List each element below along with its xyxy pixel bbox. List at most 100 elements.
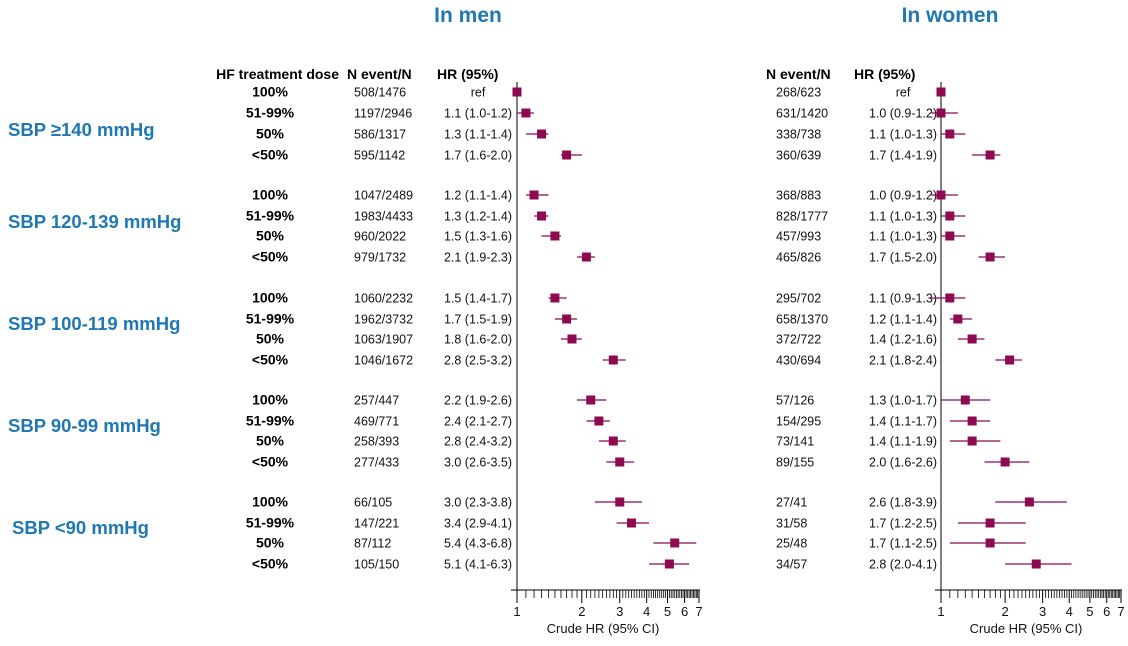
men-n-cell: 979/1732 (354, 251, 406, 265)
group-label: SBP ≥140 mmHg (8, 119, 155, 140)
dose-label: 51-99% (246, 413, 295, 429)
women-hr-cell: 1.3 (1.0-1.7) (869, 394, 937, 408)
women-point-estimate (936, 87, 946, 97)
men-n-cell: 258/393 (354, 435, 399, 449)
women-n-cell: 828/1777 (776, 210, 828, 224)
women-point-estimate (985, 252, 995, 262)
men-hr-cell: 3.0 (2.6-3.5) (444, 456, 512, 470)
women-tick-label: 5 (1086, 604, 1093, 619)
women-x-axis-label: Crude HR (95% CI) (970, 621, 1083, 636)
dose-label: <50% (252, 352, 289, 368)
women-tick-label: 7 (1117, 604, 1124, 619)
women-hr-cell: 1.7 (1.1-2.5) (869, 537, 937, 551)
women-hr-cell: 1.1 (0.9-1.3) (869, 292, 937, 306)
men-n-cell: 1060/2232 (354, 292, 413, 306)
women-n-cell: 430/694 (776, 354, 821, 368)
men-n-cell: 1983/4433 (354, 210, 413, 224)
men-tick-label: 4 (643, 604, 650, 619)
women-tick-label: 2 (1002, 604, 1009, 619)
women-point-estimate (945, 231, 955, 241)
women-hr-cell: 2.1 (1.8-2.4) (869, 354, 937, 368)
dose-label: 50% (256, 331, 285, 347)
men-point-estimate (562, 150, 572, 160)
women-tick-label: 1 (937, 604, 944, 619)
men-n-cell: 66/105 (354, 496, 392, 510)
women-tick-label: 6 (1103, 604, 1110, 619)
men-point-estimate (537, 211, 547, 221)
men-tick-label: 2 (578, 604, 585, 619)
men-point-estimate (529, 190, 539, 200)
men-hr-cell: ref (471, 86, 486, 100)
women-point-estimate (936, 108, 946, 118)
men-n-cell: 257/447 (354, 394, 399, 408)
men-panel-title: In men (434, 4, 502, 27)
men-n-cell: 469/771 (354, 415, 399, 429)
women-n-cell: 360/639 (776, 149, 821, 163)
women-point-estimate (967, 334, 977, 344)
men-tick-label: 1 (513, 604, 520, 619)
dose-label: 100% (252, 392, 288, 408)
men-point-estimate (608, 436, 618, 446)
women-n-cell: 465/826 (776, 251, 821, 265)
men-n-cell: 1063/1907 (354, 333, 413, 347)
men-point-estimate (562, 314, 572, 324)
men-n-cell: 87/112 (354, 537, 391, 551)
women-hr-cell: 1.0 (0.9-1.2) (869, 189, 937, 203)
men-n-cell: 105/150 (354, 558, 399, 572)
women-n-cell: 57/126 (776, 394, 814, 408)
men-n-cell: 1047/2489 (354, 189, 413, 203)
women-hr-cell: 2.0 (1.6-2.6) (869, 456, 937, 470)
dose-label: <50% (252, 556, 289, 572)
men-n-cell: 277/433 (354, 456, 399, 470)
women-point-estimate (967, 436, 977, 446)
dose-label: <50% (252, 454, 289, 470)
dose-label: 100% (252, 187, 288, 203)
women-hr-column-header: HR (95%) (854, 66, 915, 82)
women-point-estimate (1031, 559, 1041, 569)
group-label: SBP 100-119 mmHg (8, 313, 180, 334)
men-point-estimate (615, 457, 625, 467)
men-point-estimate (581, 252, 591, 262)
men-point-estimate (664, 559, 674, 569)
women-n-cell: 372/722 (776, 333, 821, 347)
men-hr-cell: 2.4 (2.1-2.7) (444, 415, 512, 429)
men-point-estimate (550, 293, 560, 303)
women-point-estimate (985, 150, 995, 160)
dose-label: 50% (256, 535, 285, 551)
women-hr-cell: 2.8 (2.0-4.1) (869, 558, 937, 572)
men-n-cell: 586/1317 (354, 128, 406, 142)
women-point-estimate (960, 395, 970, 405)
men-hr-cell: 1.3 (1.1-1.4) (444, 128, 512, 142)
men-hr-cell: 3.0 (2.3-3.8) (444, 496, 512, 510)
women-hr-cell: 1.0 (0.9-1.2) (869, 107, 937, 121)
women-point-estimate (945, 211, 955, 221)
women-hr-cell: 1.4 (1.2-1.6) (869, 333, 937, 347)
women-n-cell: 31/58 (776, 517, 807, 531)
men-point-estimate (586, 395, 596, 405)
women-hr-cell: 1.4 (1.1-1.7) (869, 415, 937, 429)
dose-label: 100% (252, 84, 288, 100)
women-n-cell: 631/1420 (776, 107, 828, 121)
women-n-cell: 295/702 (776, 292, 821, 306)
dose-label: 50% (256, 228, 285, 244)
women-hr-cell: ref (896, 86, 911, 100)
women-point-estimate (985, 538, 995, 548)
group-label: SBP 120-139 mmHg (8, 211, 181, 232)
women-hr-cell: 1.2 (1.1-1.4) (869, 313, 937, 327)
men-hr-cell: 1.5 (1.4-1.7) (444, 292, 512, 306)
men-n-cell: 595/1142 (354, 149, 405, 163)
women-hr-cell: 1.7 (1.5-2.0) (869, 251, 937, 265)
women-point-estimate (945, 293, 955, 303)
dose-label: 50% (256, 126, 285, 142)
men-tick-label: 6 (681, 604, 688, 619)
row-labels: SBP ≥140 mmHg 100% 508/1476 ref 268/623 ref 51… (8, 84, 937, 572)
group-label: SBP 90-99 mmHg (8, 415, 161, 436)
women-n-cell: 338/738 (776, 128, 821, 142)
men-point-estimate (521, 108, 531, 118)
dose-label: 51-99% (246, 208, 295, 224)
women-hr-cell: 1.7 (1.4-1.9) (869, 149, 937, 163)
women-point-estimate (967, 416, 977, 426)
women-hr-cell: 1.1 (1.0-1.3) (869, 210, 937, 224)
women-n-cell: 457/993 (776, 230, 821, 244)
women-n-cell: 368/883 (776, 189, 821, 203)
